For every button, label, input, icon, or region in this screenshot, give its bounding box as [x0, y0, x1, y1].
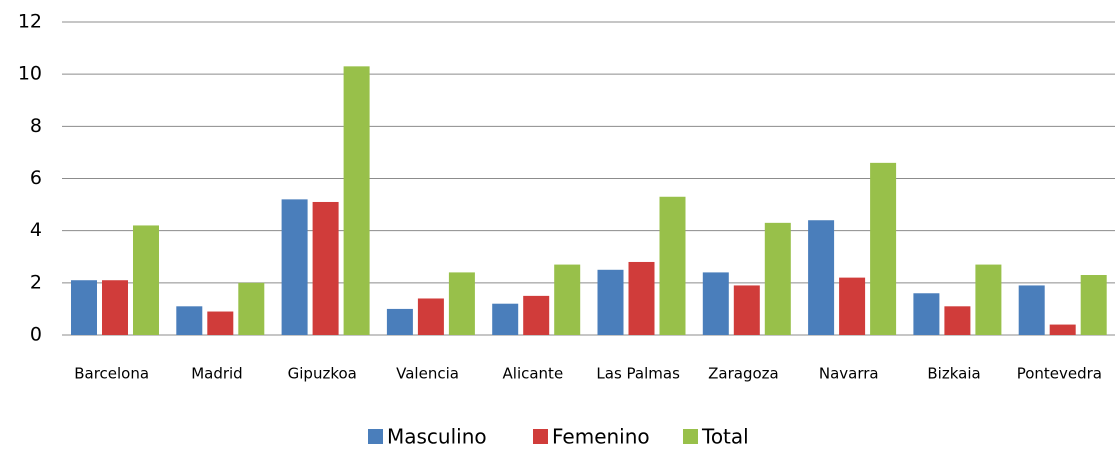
x-tick-label: Madrid	[191, 365, 243, 383]
bar	[597, 269, 624, 335]
bar	[1080, 275, 1107, 335]
legend-swatch	[683, 429, 698, 444]
bar	[702, 272, 729, 335]
y-tick-label: 4	[30, 219, 42, 241]
x-tick-label: Barcelona	[74, 365, 149, 383]
legend-label: Masculino	[387, 425, 487, 449]
legend-swatch	[533, 429, 548, 444]
bar	[839, 277, 866, 335]
bar	[417, 298, 444, 335]
bar	[659, 196, 686, 335]
bar	[975, 264, 1002, 335]
bar	[733, 285, 760, 335]
x-tick-label: Bizkaia	[927, 365, 980, 383]
bar	[764, 222, 791, 335]
bar	[343, 66, 370, 335]
bar	[176, 306, 203, 335]
bar	[1049, 324, 1076, 335]
x-tick-label: Alicante	[503, 365, 564, 383]
bar	[1018, 285, 1045, 335]
legend-label: Total	[701, 425, 749, 449]
legend-label: Femenino	[552, 425, 650, 449]
bar	[870, 162, 897, 335]
bar	[448, 272, 475, 335]
y-tick-label: 0	[30, 324, 42, 346]
bar	[913, 293, 940, 335]
bar	[281, 199, 308, 335]
bar	[523, 295, 550, 335]
bar	[944, 306, 971, 335]
x-tick-label: Navarra	[819, 365, 879, 383]
y-tick-label: 8	[30, 115, 42, 137]
bar	[238, 282, 265, 335]
bar	[102, 280, 128, 335]
y-tick-label: 12	[18, 11, 42, 33]
bar	[554, 264, 581, 335]
y-tick-label: 2	[30, 271, 42, 293]
bar	[133, 225, 159, 335]
bar	[492, 303, 519, 335]
bar	[207, 311, 234, 335]
bar	[71, 280, 97, 335]
x-tick-label: Valencia	[396, 365, 459, 383]
y-tick-label: 10	[18, 63, 42, 85]
x-tick-label: Gipuzkoa	[288, 365, 357, 383]
legend-swatch	[368, 429, 383, 444]
bar	[386, 308, 413, 335]
bar	[312, 201, 339, 335]
x-tick-label: Pontevedra	[1017, 365, 1102, 383]
bar	[808, 220, 835, 335]
x-tick-label: Las Palmas	[596, 365, 680, 383]
bar	[628, 261, 655, 335]
y-tick-label: 6	[30, 167, 42, 189]
x-tick-label: Zaragoza	[708, 365, 779, 383]
